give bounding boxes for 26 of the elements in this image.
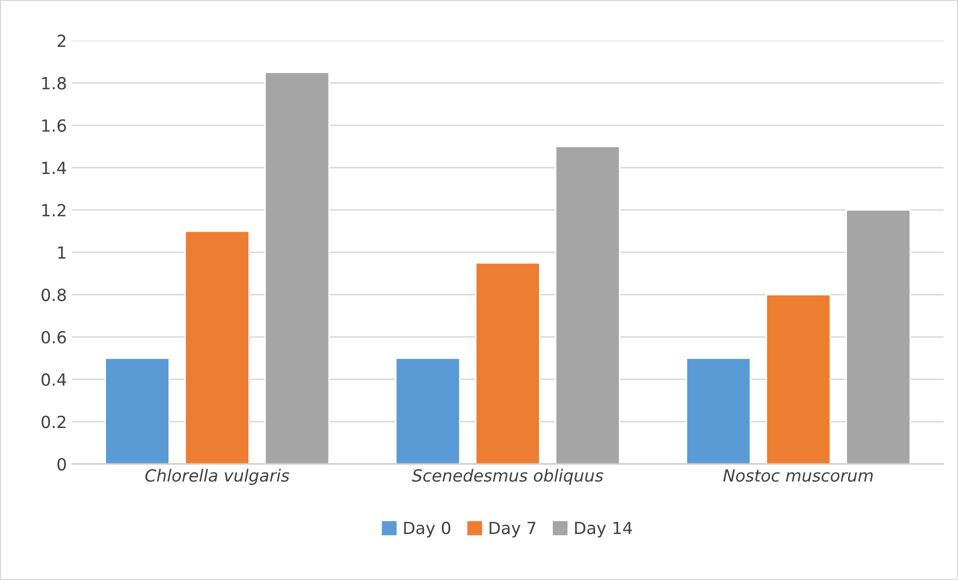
y-tick-label: 0.8 — [42, 288, 66, 302]
legend-label: Day 0 — [404, 522, 450, 538]
bar — [264, 72, 330, 464]
y-tick-label: 1.4 — [42, 162, 66, 174]
bar — [395, 357, 460, 464]
bar — [846, 209, 911, 464]
legend-label: Day 7 — [490, 522, 536, 538]
bar — [686, 357, 752, 464]
y-tick-label: 0.4 — [42, 373, 66, 386]
y-tick-label: 1.6 — [42, 119, 66, 132]
bar — [184, 230, 250, 464]
y-tick-label: 1.2 — [42, 204, 66, 216]
y-tick-label: 1.8 — [42, 76, 66, 90]
bar — [104, 357, 170, 464]
y-tick-label: 2 — [58, 34, 66, 47]
y-tick-label: 0.2 — [42, 416, 66, 428]
legend-label: Day 14 — [575, 522, 632, 538]
x-tick-label: Scenedesmus obliquus — [412, 468, 604, 485]
x-tick-label: Chlorella vulgaris — [145, 468, 290, 485]
bar — [766, 294, 831, 464]
y-tick-label: 0 — [57, 458, 66, 471]
y-tick-label: 1 — [58, 246, 66, 259]
x-tick-label: Nostoc muscorum — [723, 469, 873, 482]
bar — [475, 262, 540, 464]
bar — [554, 146, 620, 464]
y-tick-label: 0.6 — [42, 330, 66, 344]
